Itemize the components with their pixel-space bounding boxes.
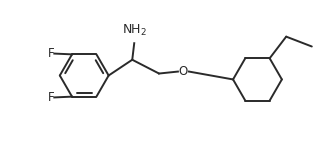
Text: O: O [179,65,188,78]
Text: F: F [48,91,55,104]
Text: F: F [48,47,55,60]
Text: NH$_2$: NH$_2$ [122,23,147,38]
